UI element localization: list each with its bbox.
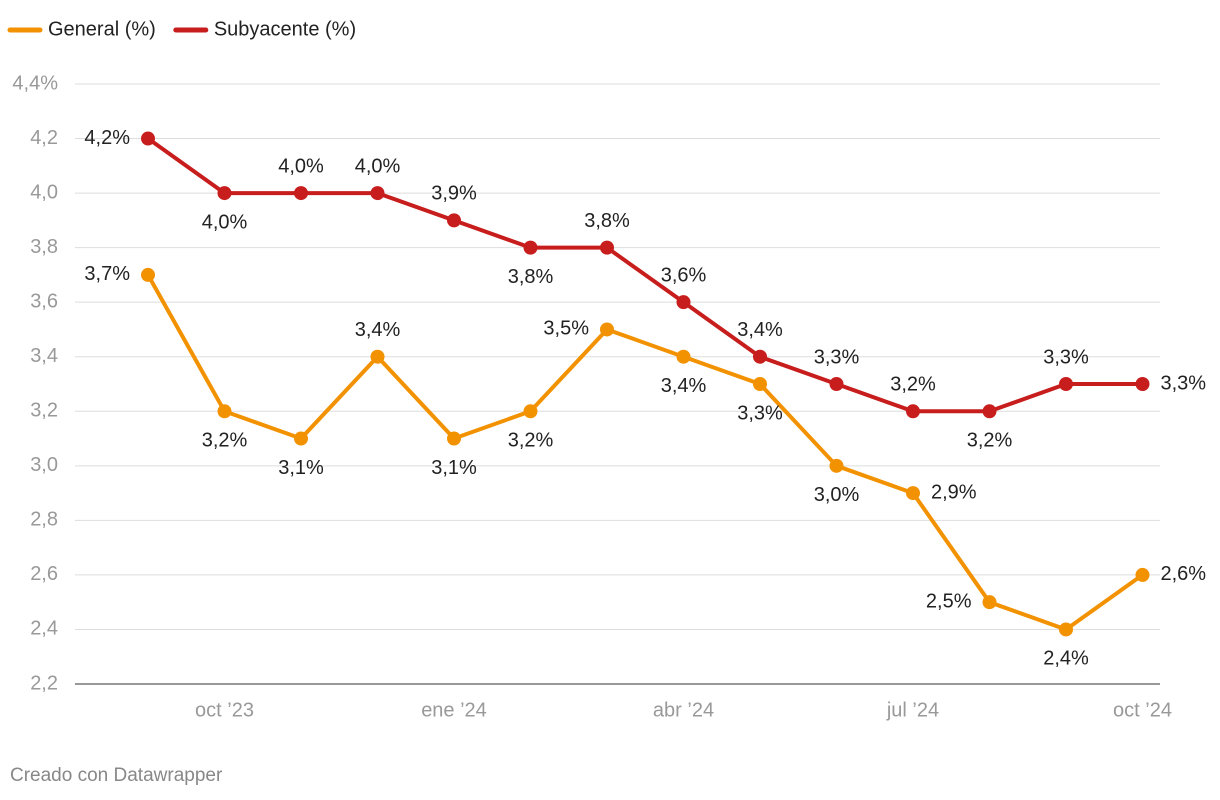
x-tick-label: ene ’24 (421, 699, 487, 721)
data-point (141, 267, 155, 282)
data-label: 3,0% (814, 484, 860, 506)
x-tick-label: abr ’24 (653, 699, 714, 721)
data-point (906, 486, 920, 501)
y-tick-label: 2,4 (30, 618, 58, 640)
x-tick-label: oct ’23 (195, 699, 254, 721)
data-point (982, 404, 997, 419)
data-label: 3,8% (508, 266, 554, 288)
data-point (676, 349, 691, 364)
data-point (141, 131, 155, 146)
data-point (294, 186, 308, 201)
y-tick-label: 3,6 (30, 290, 58, 312)
y-tick-label: 2,8 (30, 509, 58, 531)
data-label: 2,4% (1043, 648, 1089, 670)
data-point (217, 186, 232, 201)
data-point (1059, 622, 1073, 637)
data-point (294, 431, 308, 446)
y-tick-label: 4,2 (30, 127, 58, 149)
data-label: 3,4% (661, 375, 707, 397)
data-label: 3,4% (737, 319, 783, 341)
footer: Creado con Datawrapper (10, 765, 223, 786)
data-point (1135, 377, 1150, 391)
data-point (676, 295, 691, 310)
data-point (447, 431, 461, 446)
data-label: 3,9% (431, 183, 477, 205)
data-point (370, 349, 385, 364)
data-label: 3,2% (890, 374, 936, 396)
data-label: 2,6% (1161, 563, 1207, 585)
data-point (523, 404, 538, 419)
data-point (600, 322, 614, 337)
data-point (370, 186, 385, 201)
data-point (906, 404, 920, 419)
y-tick-label: 3,2 (30, 400, 58, 422)
data-label: 4,0% (278, 155, 324, 177)
data-label: 3,3% (737, 402, 783, 424)
series-line (146, 136, 1143, 414)
y-tick-label: 4,0 (30, 181, 58, 203)
data-point (829, 377, 844, 391)
data-point (982, 595, 997, 610)
data-label: 3,2% (508, 430, 554, 452)
data-point (600, 240, 614, 255)
y-tick-label: 2,2 (30, 672, 58, 694)
data-label: 3,3% (1043, 346, 1089, 368)
data-point (523, 240, 538, 255)
data-label: 3,5% (543, 318, 589, 340)
data-label: 4,2% (84, 127, 130, 149)
data-point (447, 213, 461, 228)
data-label: 3,3% (814, 346, 860, 368)
data-label: 3,3% (1161, 372, 1207, 394)
y-tick-label: 3,8 (30, 236, 58, 258)
y-tick-label: 3,4 (30, 345, 58, 367)
data-label: 2,5% (926, 590, 972, 612)
data-point (829, 458, 844, 473)
data-label: 4,0% (202, 211, 248, 233)
data-point (1135, 567, 1150, 582)
data-label: 2,9% (931, 481, 977, 503)
data-label: 3,1% (278, 457, 324, 479)
data-point (753, 377, 767, 391)
data-label: 3,2% (202, 430, 248, 452)
x-tick-label: oct ’24 (1113, 699, 1172, 721)
y-tick-label: 2,6 (30, 563, 58, 585)
data-point (753, 349, 767, 364)
data-label: 3,1% (431, 457, 477, 479)
x-tick-label: jul ’24 (886, 699, 939, 721)
data-point (1059, 377, 1073, 391)
series-line (146, 273, 1144, 632)
legend-label: General (%) (48, 18, 156, 40)
data-point (217, 404, 232, 419)
data-label: 3,2% (967, 430, 1013, 452)
data-label: 3,6% (661, 264, 707, 286)
legend-label: Subyacente (%) (214, 18, 356, 40)
data-label: 3,4% (355, 319, 401, 341)
y-tick-label: 4,4% (12, 72, 58, 94)
data-label: 4,0% (355, 155, 401, 177)
data-label: 3,7% (84, 263, 130, 285)
data-label: 3,8% (584, 210, 630, 232)
y-tick-label: 3,0 (30, 454, 58, 476)
